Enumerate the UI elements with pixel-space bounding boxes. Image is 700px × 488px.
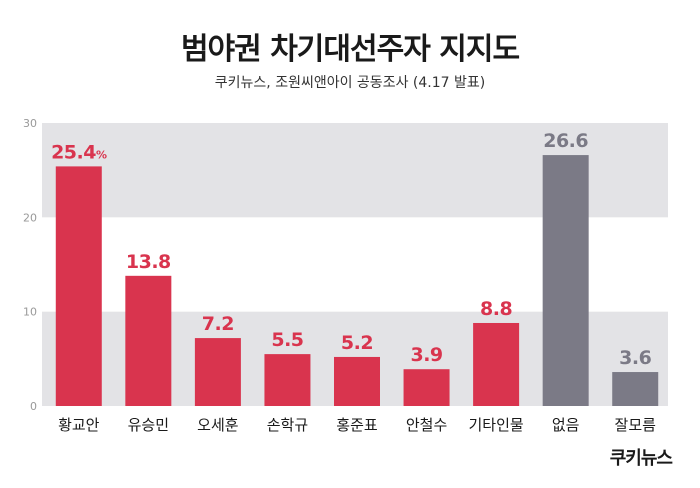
unit-label: %: [96, 148, 107, 161]
x-tick-label: 잘모름: [615, 416, 657, 434]
x-axis-labels: 황교안 유승민 오세훈 손학규 홍준표 안철수 기타인물 없음 잘모름: [58, 416, 656, 434]
data-label: 3.9: [410, 344, 442, 366]
y-tick-label: 30: [23, 117, 37, 130]
bar: [334, 356, 380, 406]
brand-logo: 쿠키뉴스: [609, 448, 673, 469]
bar: [542, 155, 589, 406]
data-label: 5.5: [271, 329, 303, 351]
data-label: 5.2: [341, 332, 373, 354]
x-tick-label: 기타인물: [469, 416, 524, 434]
y-tick-label: 10: [23, 306, 37, 319]
chart-title: 범야권 차기대선주자 지지도: [180, 32, 520, 67]
data-label: 8.8: [480, 298, 512, 320]
data-label: 7.2: [202, 313, 234, 335]
bar: [55, 166, 102, 406]
data-label: 3.6: [619, 347, 651, 369]
x-tick-label: 오세훈: [197, 416, 238, 434]
bar: [125, 275, 172, 406]
x-tick-label: 황교안: [58, 416, 100, 434]
bars: 25.4% 13.8 7.2 5.5 5.2 3.9 8.8 26.6 3.6: [51, 130, 659, 406]
data-label: 13.8: [126, 251, 171, 273]
y-axis: 0 10 20 30: [23, 117, 37, 413]
bar: [612, 372, 659, 406]
bar: [403, 369, 450, 406]
bar: [194, 338, 241, 406]
x-tick-label: 홍준표: [336, 416, 378, 434]
x-tick-label: 유승민: [128, 416, 169, 434]
bar: [473, 322, 520, 406]
chart-subtitle: 쿠키뉴스, 조원씨앤아이 공동조사 (4.17 발표): [214, 75, 486, 91]
data-label: 26.6: [543, 130, 588, 152]
x-tick-label: 없음: [552, 416, 580, 434]
y-tick-label: 20: [23, 211, 37, 224]
bar: [264, 354, 311, 406]
data-label: 25.4%: [51, 141, 107, 163]
x-tick-label: 손학규: [267, 416, 308, 434]
x-tick-label: 안철수: [406, 416, 447, 434]
y-tick-label: 0: [30, 400, 37, 413]
